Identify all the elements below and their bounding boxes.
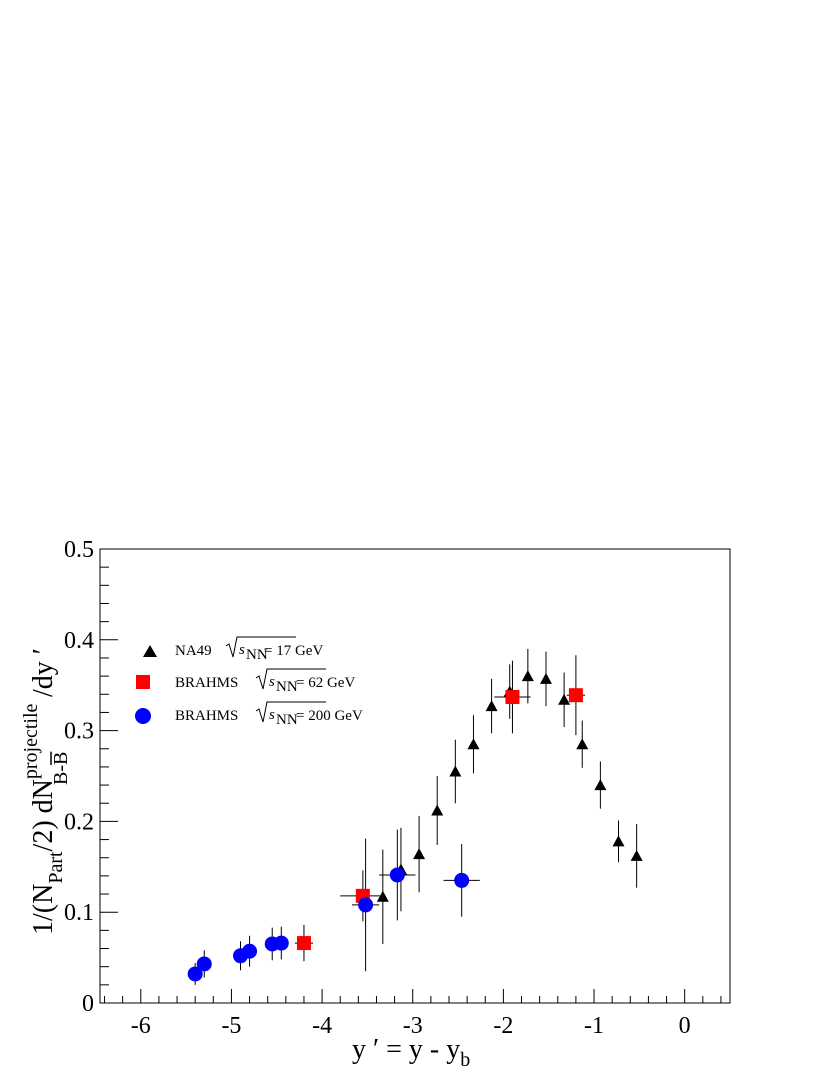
sqrt-symbol <box>255 701 326 723</box>
axis-ticks <box>100 548 722 1004</box>
sqrt-s-label: s <box>239 642 245 658</box>
x-tick-label: -5 <box>221 1013 241 1039</box>
x-tick-label: -4 <box>312 1013 332 1039</box>
y-tick-label: 0.3 <box>64 719 94 745</box>
y-tick-label: 0.2 <box>64 809 94 835</box>
legend-marker-circle <box>135 708 151 724</box>
data-point-square <box>568 688 583 703</box>
x-axis-title-sub: b <box>460 1049 470 1071</box>
legend-entry-0: NA49 s NN = 17 GeV <box>143 636 323 663</box>
legend-entry-2: BRAHMS s NN = 200 GeV <box>135 701 363 728</box>
sqrt-s-subscript: NN <box>276 712 298 728</box>
x-tick-label: -6 <box>131 1013 151 1039</box>
x-axis-title: y ′ = y - yb <box>352 1034 470 1071</box>
data-point-triangle <box>558 693 571 705</box>
x-tick-label: 0 <box>679 1013 691 1039</box>
y-axis-title: 1/(NPart/2) dNprojectile B-B/dy ′ <box>20 648 72 935</box>
sqrt-s-subscript: NN <box>246 647 268 663</box>
data-point-triangle <box>413 848 426 860</box>
legend-marker-triangle <box>143 645 157 657</box>
data-point-circle <box>358 897 374 913</box>
data-point-triangle <box>539 672 552 684</box>
data-point-circle <box>187 966 203 982</box>
data-point-triangle <box>576 738 589 750</box>
data-point-triangle <box>467 738 480 750</box>
legend-marker-square <box>136 675 150 689</box>
data-point-triangle <box>612 835 625 847</box>
legend: NA49 s NN = 17 GeV BRAHMS s NN = 62 GeV … <box>135 636 363 728</box>
data-point-circle <box>389 867 405 883</box>
data-point-circle <box>273 935 289 951</box>
legend-energy-series-1: = 62 GeV <box>296 675 355 691</box>
legend-label-series-0: NA49 <box>175 643 212 659</box>
x-tick-label: -2 <box>493 1013 513 1039</box>
data-point-circle <box>454 872 470 888</box>
y-tick-labels: 0 0.1 0.2 0.3 0.4 0.5 <box>64 537 94 1017</box>
data-point-square <box>505 690 520 705</box>
legend-energy-series-2: = 200 GeV <box>296 708 363 724</box>
legend-energy-series-0: = 17 GeV <box>264 643 323 659</box>
y-axis-title-p1-sub: Part <box>45 851 67 884</box>
sqrt-s-label: s <box>269 674 275 690</box>
data-point-triangle <box>376 890 389 902</box>
data-point-triangle <box>594 779 607 791</box>
data-point-triangle <box>485 700 498 712</box>
y-axis-title-p2-sup: projectile <box>20 703 42 779</box>
legend-label-series-1: BRAHMS <box>175 675 238 691</box>
x-tick-label: -1 <box>584 1013 604 1039</box>
y-tick-label: 0 <box>82 991 94 1017</box>
data-markers <box>187 670 643 982</box>
sqrt-symbol <box>225 636 296 658</box>
data-point-triangle <box>521 670 534 682</box>
y-axis-title-p1: 1/(N <box>28 884 59 935</box>
data-point-circle <box>196 956 212 972</box>
data-point-circle <box>242 943 258 959</box>
legend-entry-1: BRAHMS s NN = 62 GeV <box>136 668 355 695</box>
y-axis-title-p3: /dy ′ <box>28 648 59 697</box>
data-point-triangle <box>630 849 643 861</box>
sqrt-s-label: s <box>269 707 275 723</box>
y-axis-title-p2-sub: B-B <box>50 752 72 785</box>
legend-label-series-2: BRAHMS <box>175 708 238 724</box>
y-tick-label: 0.4 <box>64 628 94 654</box>
x-tick-labels: -6 -5 -4 -3 -2 -1 0 <box>131 1013 691 1039</box>
y-tick-label: 0.1 <box>64 900 94 926</box>
y-axis-title-p2: /2) dN <box>28 779 59 851</box>
x-axis-title-main: y ′ = y - y <box>352 1034 460 1065</box>
data-point-triangle <box>431 804 444 816</box>
sqrt-s-subscript: NN <box>276 679 298 695</box>
plot-frame <box>99 548 731 1004</box>
data-point-triangle <box>449 765 462 777</box>
data-point-square <box>296 936 311 951</box>
sqrt-symbol <box>255 668 326 690</box>
x-tick-label: -3 <box>403 1013 423 1039</box>
y-tick-label: 0.5 <box>64 537 94 563</box>
